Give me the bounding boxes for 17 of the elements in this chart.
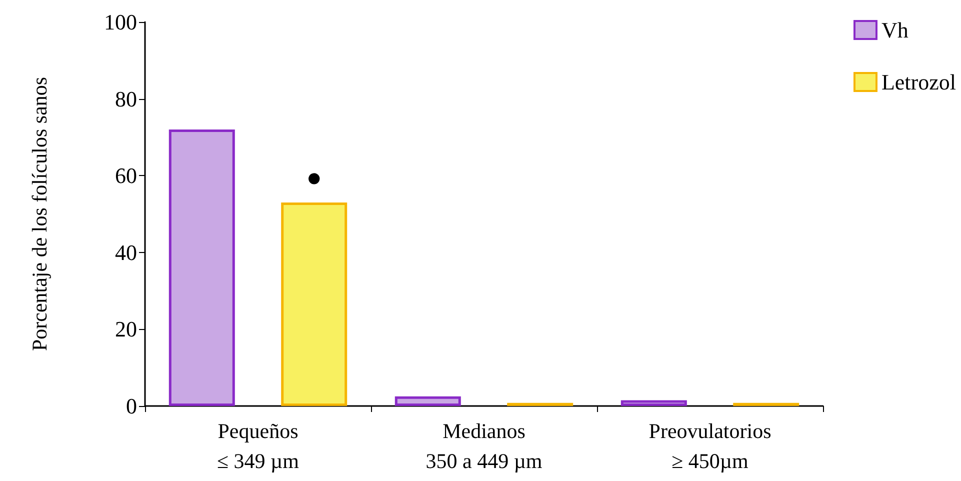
bar <box>281 202 348 406</box>
x-tick-label: Medianos 350 a 449 µm <box>426 419 542 473</box>
bar <box>620 400 687 406</box>
y-tick-label: 40 <box>115 240 137 265</box>
y-tick-label: 20 <box>115 316 137 342</box>
y-tick-label: 100 <box>104 10 137 34</box>
x-tick-label: Preovulatorios ≥ 450µm <box>648 419 772 473</box>
legend-label: Letrozol <box>881 70 956 94</box>
y-axis-title: Porcentaje de los folículos sanos <box>28 76 52 352</box>
y-tick-label: 60 <box>115 163 137 188</box>
annotation: ● <box>306 162 322 192</box>
bar <box>394 396 461 406</box>
x-tick-label: Pequeños ≤ 349 µm <box>217 419 299 473</box>
y-tick-label: 0 <box>126 394 137 418</box>
legend-label: Vh <box>881 18 908 42</box>
bar <box>168 130 235 406</box>
y-tick-label: 80 <box>115 86 137 112</box>
